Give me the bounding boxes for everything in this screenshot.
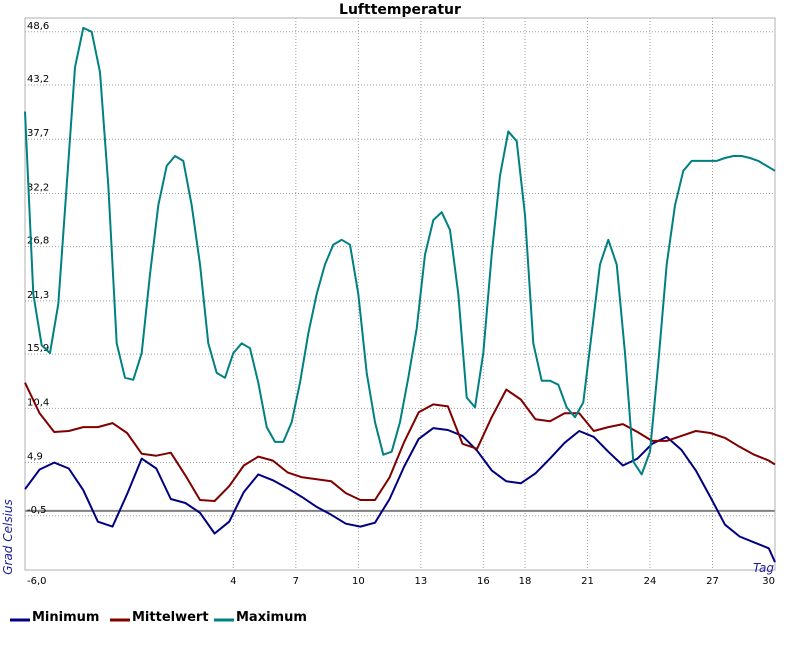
x-tick-label: 4 [230, 576, 236, 587]
x-tick-label: 21 [581, 576, 594, 587]
y-tick-label: 4,9 [27, 452, 43, 463]
y-tick-label: 43,2 [27, 74, 49, 85]
x-tick-label: 18 [519, 576, 532, 587]
y-tick-label: 21,3 [27, 290, 49, 301]
plot-frame [24, 17, 776, 571]
x-tick-label: 30 [762, 576, 775, 587]
legend-label-minimum: Minimum [32, 610, 99, 625]
legend-label-mittelwert: Mittelwert [132, 610, 209, 625]
series-line-maximum [24, 26, 776, 476]
x-tick-label: 13 [414, 576, 427, 587]
x-ticks: -6,0 4 7 10 13 16 18 21 24 27 30 [27, 576, 775, 587]
y-tick-label: 32,2 [27, 182, 49, 193]
y-axis-label: Grad Celsius [1, 499, 15, 575]
x-tick-label: -6,0 [27, 576, 47, 587]
y-tick-label: 10,4 [27, 397, 49, 408]
y-tick-label: 26,8 [27, 236, 49, 247]
chart-title: Lufttemperatur [339, 2, 461, 18]
legend: Minimum Mittelwert Maximum [10, 610, 307, 625]
y-tick-label: 48,6 [27, 21, 49, 32]
y-ticks: 48,6 43,2 37,7 32,2 26,8 21,3 15,9 10,4 4,9 -0,5 [27, 21, 49, 516]
x-tick-label: 24 [644, 576, 657, 587]
series-line-mittelwert [24, 382, 776, 502]
y-tick-label: 37,7 [27, 128, 49, 139]
x-tick-label: 7 [293, 576, 299, 587]
x-tick-label: 10 [352, 576, 365, 587]
legend-label-maximum: Maximum [236, 610, 307, 625]
y-tick-label: -0,5 [27, 505, 47, 516]
y-tick-label: 15,9 [27, 343, 49, 354]
x-axis-label: Tag [753, 561, 774, 575]
x-tick-label: 16 [477, 576, 490, 587]
x-tick-label: 27 [706, 576, 719, 587]
series-lines [24, 26, 776, 563]
